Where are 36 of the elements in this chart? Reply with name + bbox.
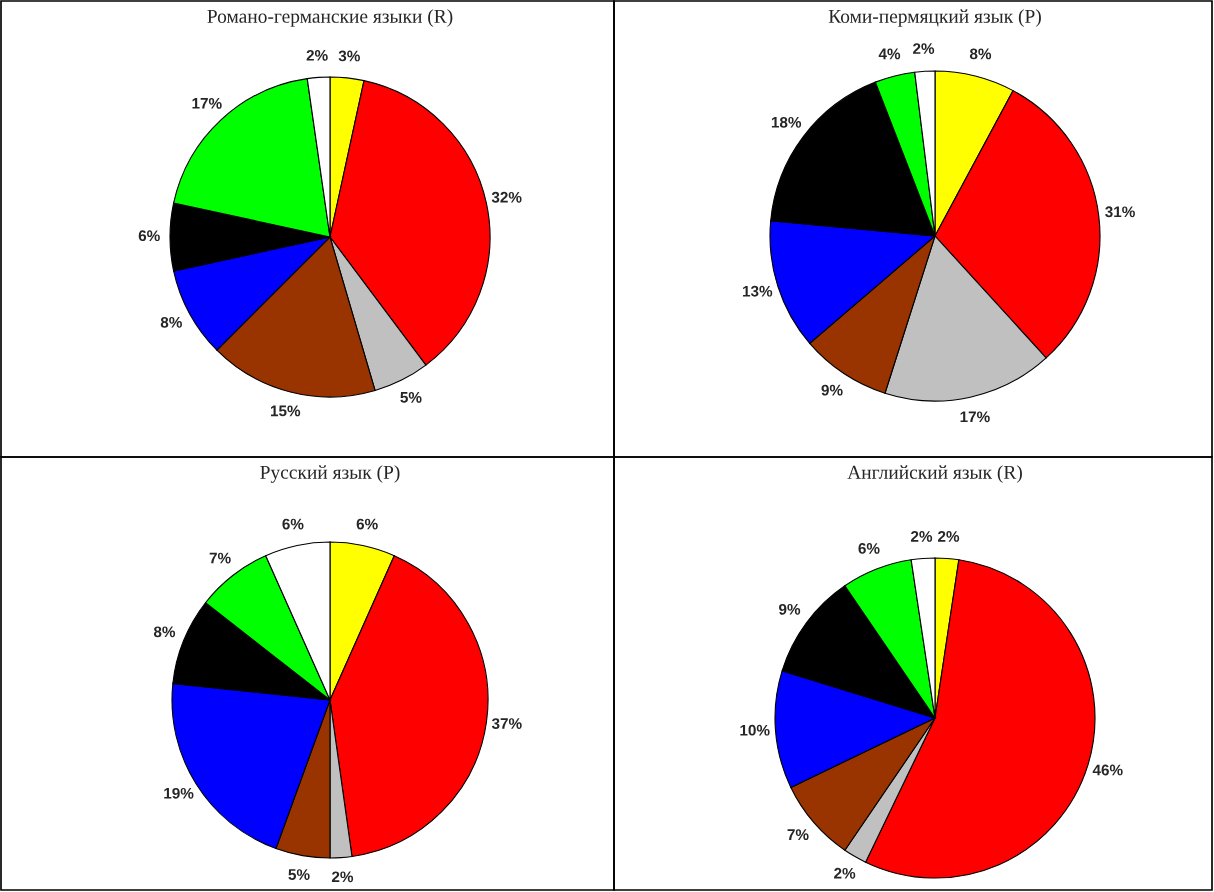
- data-label: 10%: [740, 724, 770, 736]
- data-label: 8%: [160, 316, 182, 328]
- chart-title: Русский язык (P): [260, 465, 400, 483]
- data-label: 6%: [858, 542, 880, 554]
- data-label: 2%: [306, 49, 328, 61]
- data-label: 9%: [779, 603, 801, 615]
- data-label: 17%: [192, 97, 222, 109]
- data-label: 6%: [138, 230, 160, 242]
- data-label: 4%: [878, 48, 901, 60]
- data-label: 7%: [787, 829, 809, 840]
- data-label: 2%: [913, 43, 935, 54]
- data-label: 9%: [821, 384, 843, 396]
- data-label: 7%: [209, 552, 231, 564]
- data-label: 17%: [960, 411, 990, 423]
- data-label: 31%: [1105, 206, 1135, 218]
- data-label: 8%: [153, 626, 176, 638]
- data-label: 2%: [331, 871, 354, 883]
- chart-title: Коми-пермяцкий язык (P): [828, 9, 1041, 27]
- data-label: 15%: [270, 405, 301, 417]
- data-label: 2%: [938, 530, 960, 542]
- data-label: 13%: [743, 285, 773, 297]
- data-label: 46%: [1092, 764, 1123, 776]
- data-label: 5%: [288, 869, 310, 880]
- data-label: 37%: [491, 718, 522, 729]
- data-label: 3%: [338, 50, 360, 62]
- data-label: 2%: [834, 867, 856, 879]
- data-label: 8%: [969, 48, 992, 60]
- data-label: 2%: [910, 530, 933, 542]
- data-label: 5%: [400, 392, 422, 403]
- chart-title: Романо-германские языки (R): [207, 9, 453, 27]
- data-label: 19%: [164, 787, 194, 799]
- data-label: 18%: [771, 116, 802, 128]
- chart-title: Английский язык (R): [847, 465, 1022, 483]
- data-label: 32%: [491, 191, 522, 203]
- data-label: 6%: [356, 518, 378, 530]
- data-label: 6%: [282, 518, 304, 530]
